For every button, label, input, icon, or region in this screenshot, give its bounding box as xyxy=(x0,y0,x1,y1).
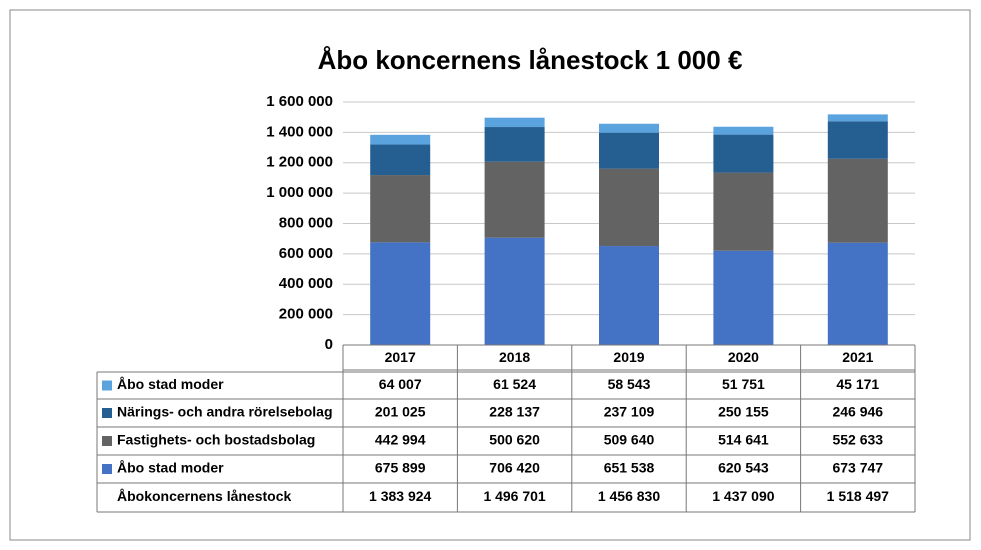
table-value: 673 747 xyxy=(832,460,883,476)
bar-segment xyxy=(484,161,545,238)
legend-label: Åbo stad moder xyxy=(117,376,224,392)
table-value: 1 456 830 xyxy=(598,488,660,504)
bar-segment xyxy=(713,126,774,135)
table-value: 514 641 xyxy=(718,432,769,448)
table-value: 58 543 xyxy=(608,376,651,392)
table-value: 228 137 xyxy=(489,404,540,420)
table-value: 237 109 xyxy=(604,404,655,420)
bar-segment xyxy=(713,250,774,345)
bar-segment xyxy=(599,132,659,169)
bar-segment xyxy=(827,158,888,243)
y-tick-label: 1 600 000 xyxy=(266,93,333,110)
x-tick-label: 2018 xyxy=(499,349,530,365)
total-label: Åbokoncernens lånestock xyxy=(117,488,291,504)
table-value: 509 640 xyxy=(604,432,655,448)
y-tick-label: 400 000 xyxy=(279,275,333,292)
bar-segment xyxy=(599,123,659,133)
bar-segment xyxy=(827,121,888,159)
table-value: 1 383 924 xyxy=(369,488,431,504)
table-value: 442 994 xyxy=(375,432,426,448)
y-tick-label: 800 000 xyxy=(279,214,333,231)
x-tick-label: 2019 xyxy=(613,349,644,365)
bar-segment xyxy=(370,134,431,145)
table-value: 651 538 xyxy=(604,460,655,476)
table-value: 61 524 xyxy=(493,376,536,392)
legend-swatch xyxy=(102,408,112,418)
table-value: 250 155 xyxy=(718,404,769,420)
legend-swatch xyxy=(102,464,112,474)
table-value: 706 420 xyxy=(489,460,540,476)
legend-label: Åbo stad moder xyxy=(117,460,224,476)
bar-segment xyxy=(599,168,659,247)
y-tick-label: 1 200 000 xyxy=(266,154,333,171)
table-value: 45 171 xyxy=(836,376,879,392)
y-tick-label: 1 000 000 xyxy=(266,184,333,201)
chart-title: Åbo koncernens lånestock 1 000 € xyxy=(318,45,743,75)
y-tick-label: 600 000 xyxy=(279,245,333,262)
y-tick-label: 0 xyxy=(325,336,333,353)
x-tick-label: 2020 xyxy=(728,349,759,365)
legend-label: Fastighets- och bostadsbolag xyxy=(117,432,315,448)
y-tick-label: 1 400 000 xyxy=(266,123,333,140)
table-value: 552 633 xyxy=(832,432,883,448)
bar-segment xyxy=(370,242,431,345)
bar-segment xyxy=(713,172,774,251)
table-value: 51 751 xyxy=(722,376,765,392)
table-value: 675 899 xyxy=(375,460,426,476)
legend-label: Närings- och andra rörelsebolag xyxy=(117,404,333,420)
legend-swatch xyxy=(102,380,112,391)
table-value: 620 543 xyxy=(718,460,769,476)
table-value: 1 496 701 xyxy=(483,488,545,504)
legend-swatch xyxy=(102,436,112,446)
bar-segment xyxy=(484,127,545,162)
table-value: 64 007 xyxy=(379,376,422,392)
bar-segment xyxy=(713,134,774,173)
table-value: 500 620 xyxy=(489,432,540,448)
bar-segment xyxy=(484,117,545,128)
y-tick-label: 200 000 xyxy=(279,306,333,323)
table-value: 246 946 xyxy=(832,404,883,420)
x-tick-label: 2021 xyxy=(842,349,873,365)
x-tick-label: 2017 xyxy=(385,349,416,365)
bar-segment xyxy=(484,237,545,345)
bar-segment xyxy=(370,175,431,243)
table-value: 1 518 497 xyxy=(827,488,889,504)
bar-segment xyxy=(370,144,431,176)
bar-segment xyxy=(827,242,888,345)
bar-segment xyxy=(599,246,659,345)
table-value: 201 025 xyxy=(375,404,426,420)
bar-segment xyxy=(827,114,888,122)
table-value: 1 437 090 xyxy=(712,488,774,504)
